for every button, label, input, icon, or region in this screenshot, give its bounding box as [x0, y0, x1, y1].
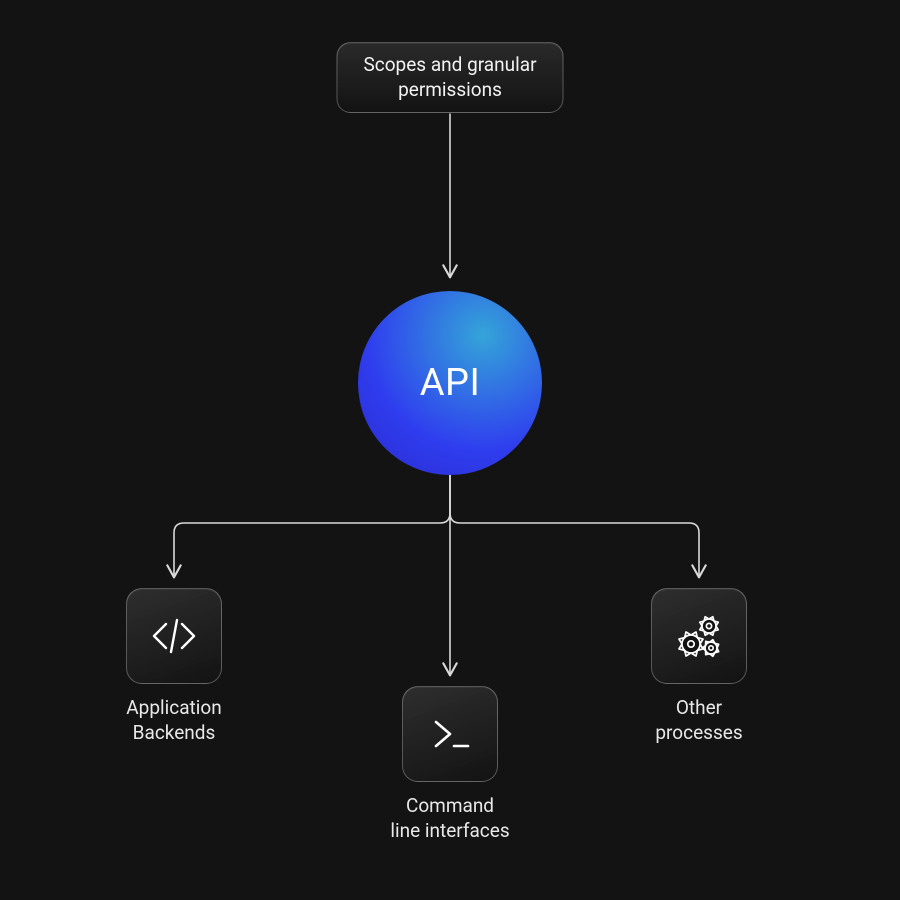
other-processes-label: Other processes	[599, 696, 799, 745]
gears-icon	[669, 606, 729, 666]
app-backends-card	[126, 588, 222, 684]
terminal-icon	[422, 706, 478, 762]
app-backends-label: Application Backends	[74, 696, 274, 745]
scopes-node: Scopes and granular permissions	[336, 42, 563, 113]
cli-card	[402, 686, 498, 782]
code-icon	[146, 608, 202, 664]
diagram-canvas: Scopes and granular permissions API Appl…	[0, 0, 900, 900]
api-label: API	[420, 361, 481, 405]
other-processes-card	[651, 588, 747, 684]
api-node: API	[358, 291, 542, 475]
cli-label: Command line interfaces	[350, 794, 550, 843]
